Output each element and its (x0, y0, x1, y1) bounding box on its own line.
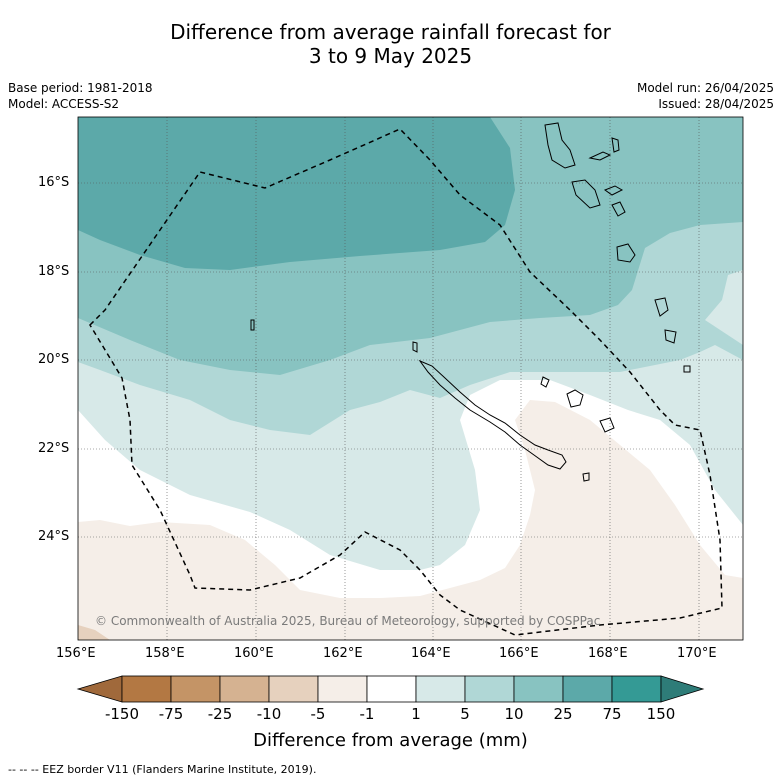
colorbar-tick-label: -75 (158, 705, 184, 723)
lon-label: 164°E (411, 646, 451, 661)
vanuatu-north-islands (544, 122, 612, 209)
lat-label: 24°S (38, 529, 70, 544)
chesterfield-islands (250, 319, 418, 353)
map-gridlines (78, 117, 743, 640)
rain-band-neg5-neg10-corner (78, 625, 110, 640)
colorbar-swatch (170, 675, 221, 703)
colorbar-tick-label: 75 (602, 705, 622, 723)
lon-label: 160°E (234, 646, 274, 661)
base-period: Base period: 1981-2018 (8, 81, 153, 95)
colorbar-swatch (513, 675, 564, 703)
lon-label: 156°E (56, 646, 96, 661)
vanuatu-central-islands (603, 137, 636, 263)
loyalty-islands (540, 376, 615, 433)
lon-label: 170°E (677, 646, 717, 661)
colorbar-tick-label: 10 (504, 705, 524, 723)
lon-label: 158°E (145, 646, 185, 661)
map-title-line1: Difference from average rainfall forecas… (170, 20, 611, 44)
rain-band-25-75 (78, 117, 515, 270)
colorbar-swatch (562, 675, 613, 703)
colorbar (76, 675, 705, 703)
lon-label: 166°E (499, 646, 539, 661)
island-outlines (250, 122, 691, 482)
map-area (78, 117, 743, 640)
colorbar-tick-label: -25 (207, 705, 233, 723)
loyalty-small-islands (582, 297, 691, 482)
colorbar-swatch (464, 675, 515, 703)
colorbar-tick-label: -150 (104, 705, 140, 723)
colorbar-tick-label: -10 (256, 705, 282, 723)
map-frame (77, 116, 744, 641)
colorbar-swatch (268, 675, 319, 703)
issued-date: Issued: 28/04/2025 (658, 97, 774, 111)
copyright-notice: © Commonwealth of Australia 2025, Bureau… (95, 614, 601, 628)
colorbar-tick-label: 1 (411, 705, 421, 723)
model-name: Model: ACCESS-S2 (8, 97, 120, 111)
colorbar-tick-label: 25 (553, 705, 573, 723)
new-caledonia-island (418, 359, 567, 470)
colorbar-extend-high (660, 675, 705, 703)
colorbar-extend-low (76, 675, 123, 703)
colorbar-swatch (366, 675, 417, 703)
colorbar-title: Difference from average (mm) (253, 730, 528, 751)
lon-label: 162°E (323, 646, 363, 661)
eez-footnote: -- -- -- EEZ border V11 (Flanders Marine… (8, 763, 317, 776)
map-title-line2: 3 to 9 May 2025 (308, 44, 473, 68)
colorbar-swatch (611, 675, 662, 703)
model-run: Model run: 26/04/2025 (636, 81, 774, 95)
lat-label: 18°S (38, 264, 70, 279)
colorbar-swatch (219, 675, 270, 703)
rain-band-neg1-neg5-south (78, 400, 743, 640)
colorbar-tick-label: 5 (460, 705, 470, 723)
colorbar-tick-label: 150 (646, 705, 676, 723)
colorbar-tick-label: -1 (359, 705, 375, 723)
colorbar-tick-label: -5 (310, 705, 326, 723)
eez-border (89, 128, 723, 636)
lat-label: 16°S (38, 175, 70, 190)
colorbar-swatch (415, 675, 466, 703)
lat-label: 20°S (38, 352, 70, 367)
lon-label: 168°E (588, 646, 628, 661)
lat-label: 22°S (38, 441, 70, 456)
colorbar-swatch (121, 675, 172, 703)
colorbar-swatch (317, 675, 368, 703)
